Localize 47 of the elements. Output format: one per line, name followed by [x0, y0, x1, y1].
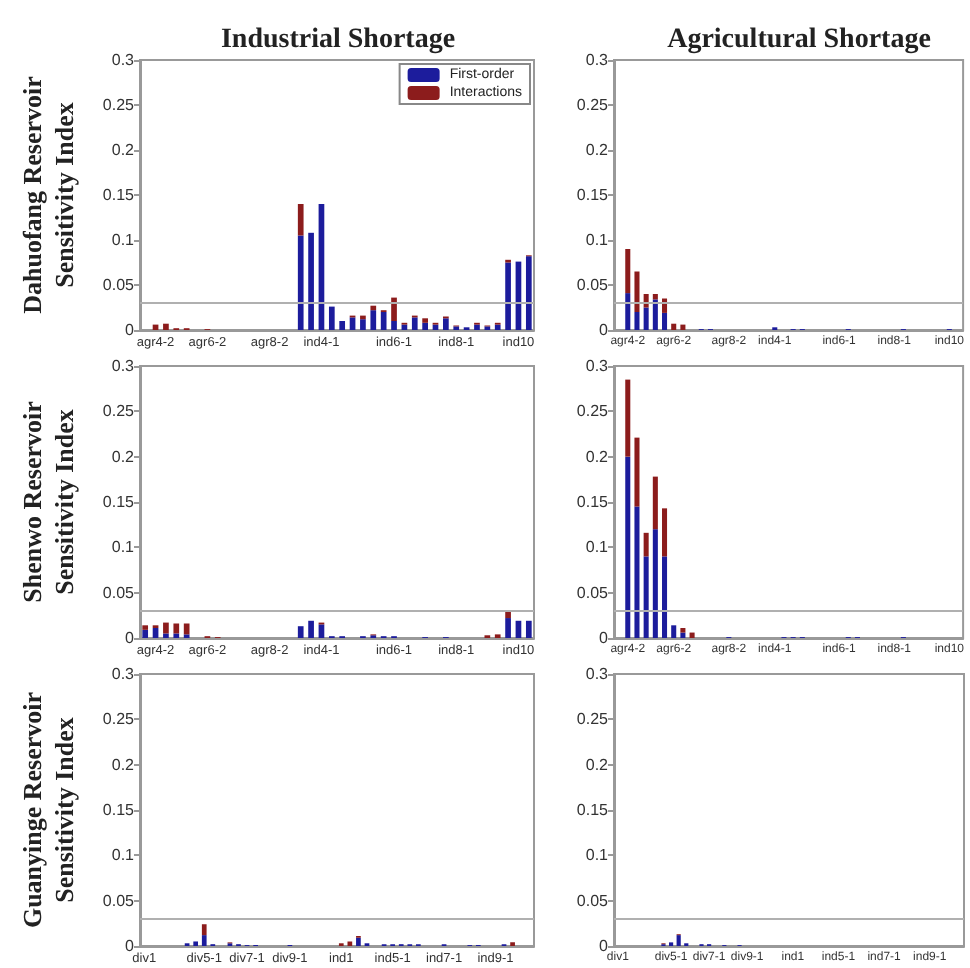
y-axis-title: Dahuofang Reservoir Sensitivity Index — [17, 75, 79, 314]
y-tick-label: 0.15 — [102, 186, 136, 204]
y-tick-label: 0 — [125, 937, 136, 955]
y-tick-label: 0.2 — [585, 755, 610, 774]
y-tick-label: 0.05 — [102, 583, 136, 602]
y-tick-label: 0 — [125, 321, 136, 339]
y-tick-label: 0 — [125, 629, 136, 647]
y-tick-label: 0.3 — [111, 51, 136, 69]
y-tick-label: 0.05 — [102, 276, 136, 294]
y-tick-label: 0.2 — [111, 755, 136, 774]
y-tick-label: 0.3 — [111, 357, 136, 375]
chart-title: Agricultural Shortage — [667, 25, 931, 55]
y-tick-label: 0.15 — [102, 801, 136, 819]
y-tick-label: 0.05 — [576, 276, 610, 294]
y-tick-label: 0.15 — [576, 186, 610, 204]
y-tick-label: 0.05 — [576, 583, 610, 602]
y-tick-label: 0.1 — [585, 231, 610, 249]
y-tick-label: 0.3 — [585, 357, 610, 375]
y-tick-label: 0.05 — [576, 891, 610, 910]
y-tick-label: 0.25 — [102, 402, 136, 421]
y-tick-label: 0.25 — [576, 96, 610, 114]
y-tick-label: 0.1 — [111, 846, 136, 865]
y-tick-label: 0.2 — [111, 447, 136, 466]
y-axis-title: Shenwo Reservoir Sensitivity Index — [17, 400, 79, 603]
y-tick-label: 0.2 — [585, 141, 610, 159]
y-tick-label: 0 — [599, 629, 610, 647]
y-tick-label: 0.1 — [111, 538, 136, 557]
y-tick-label: 0.1 — [585, 846, 610, 865]
y-tick-label: 0.3 — [111, 665, 136, 683]
y-tick-label: 0.3 — [585, 51, 610, 69]
y-tick-label: 0 — [599, 321, 610, 339]
y-tick-label: 0.25 — [102, 710, 136, 729]
y-tick-label: 0 — [599, 937, 610, 955]
y-tick-label: 0.2 — [111, 141, 136, 159]
y-tick-label: 0.15 — [576, 493, 610, 511]
chart-title: Industrial Shortage — [220, 25, 456, 55]
y-tick-label: 0.05 — [102, 891, 136, 910]
y-tick-label: 0.15 — [576, 801, 610, 819]
y-axis-title: Guanyinge Reservoir Sensitivity Index — [17, 691, 79, 929]
y-tick-label: 0.1 — [111, 231, 136, 249]
y-tick-label: 0.15 — [102, 493, 136, 511]
y-tick-label: 0.3 — [585, 665, 610, 683]
y-tick-label: 0.25 — [576, 402, 610, 421]
y-tick-label: 0.2 — [585, 447, 610, 466]
y-tick-label: 0.25 — [576, 710, 610, 729]
y-tick-label: 0.1 — [585, 538, 610, 557]
y-tick-label: 0.25 — [102, 96, 136, 114]
